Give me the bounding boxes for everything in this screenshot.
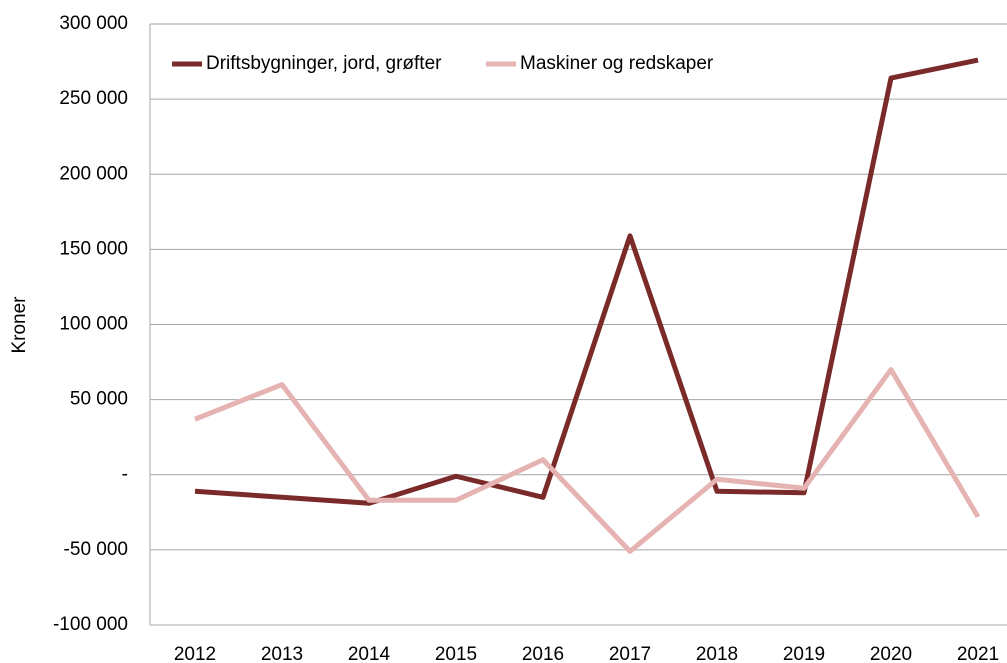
y-tick-label: -50 000 (64, 539, 128, 560)
x-tick-label: 2020 (870, 644, 912, 663)
x-tick-label: 2012 (174, 644, 216, 663)
x-tick-label: 2013 (261, 644, 303, 663)
y-tick-label: 300 000 (59, 13, 128, 34)
y-tick-label: 100 000 (59, 314, 128, 335)
y-tick-label: - (122, 464, 128, 485)
legend-label: Maskiner og redskaper (520, 53, 714, 74)
x-tick-label: 2015 (435, 644, 477, 663)
y-tick-label: 150 000 (59, 238, 128, 259)
x-tick-label: 2016 (522, 644, 564, 663)
x-tick-label: 2014 (348, 644, 391, 663)
x-tick-label: 2017 (609, 644, 651, 663)
line-series (194, 57, 979, 506)
legend-label: Driftsbygninger, jord, grøfter (206, 53, 442, 74)
y-tick-label: -100 000 (53, 614, 128, 635)
y-tick-label: 50 000 (70, 389, 128, 410)
y-axis-label: Kroner (9, 296, 30, 354)
x-tick-label: 2018 (696, 644, 738, 663)
x-tick-label: 2021 (957, 644, 999, 663)
y-tick-label: 250 000 (59, 88, 128, 109)
y-tick-label: 200 000 (59, 163, 128, 184)
x-tick-label: 2019 (783, 644, 825, 663)
line-series (194, 367, 981, 554)
